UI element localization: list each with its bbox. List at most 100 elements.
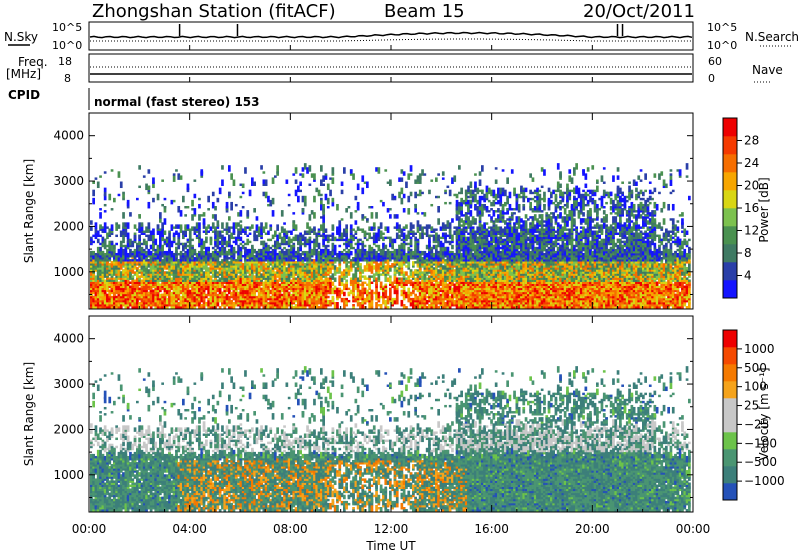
power-cell <box>209 281 213 287</box>
power-cell <box>113 299 116 303</box>
power-cell <box>179 210 183 217</box>
power-cell <box>138 281 141 284</box>
power-cell <box>448 222 452 229</box>
power-cell <box>216 197 220 203</box>
power-cell <box>260 240 263 246</box>
power-cell <box>142 175 146 178</box>
power-cell <box>110 301 114 305</box>
power-cell <box>478 206 482 211</box>
power-cell <box>455 199 459 207</box>
power-cell <box>211 285 215 289</box>
power-cell <box>317 299 321 305</box>
power-cell <box>230 261 233 264</box>
power-cell <box>209 238 213 246</box>
power-cell <box>462 246 466 254</box>
power-cell <box>142 285 146 289</box>
power-cell <box>391 193 394 201</box>
power-cell <box>241 273 245 276</box>
power-cell <box>124 289 128 295</box>
power-cell <box>188 261 192 264</box>
power-cell <box>159 230 162 235</box>
power-cell <box>271 277 275 280</box>
power-cell <box>239 210 243 217</box>
power-cell <box>368 206 371 209</box>
power-cell <box>205 277 208 280</box>
power-cell <box>92 269 95 272</box>
power-cell <box>308 183 312 186</box>
power-cell <box>92 295 95 299</box>
power-cell <box>177 279 181 282</box>
power-cell <box>154 250 158 254</box>
power-cell <box>285 179 289 184</box>
power-cell <box>106 226 109 229</box>
power-cell <box>225 277 229 282</box>
power-cell <box>234 295 238 299</box>
power-cell <box>223 257 227 260</box>
power-cell <box>96 181 100 189</box>
power-cell <box>253 248 256 254</box>
power-cell <box>428 224 431 229</box>
power-cell <box>370 246 374 252</box>
power-cell <box>464 201 468 205</box>
power-cell <box>416 212 420 215</box>
power-cell <box>145 277 148 280</box>
power-cell <box>345 208 348 213</box>
power-cell <box>221 222 224 229</box>
power-cell <box>407 242 411 246</box>
power-cell <box>338 220 342 225</box>
power-cell <box>299 238 302 246</box>
power-cell <box>165 255 169 262</box>
power-cell <box>343 167 346 174</box>
power-cell <box>230 285 233 289</box>
power-cell <box>110 277 114 280</box>
power-cell <box>191 238 194 242</box>
power-cell <box>421 226 424 233</box>
power-cell <box>356 261 360 266</box>
power-cell <box>232 295 236 299</box>
power-cell <box>165 271 169 274</box>
power-cell <box>267 230 270 235</box>
power-cell <box>198 275 201 278</box>
power-cell <box>375 277 378 280</box>
power-cell <box>186 183 190 191</box>
power-cell <box>94 232 98 240</box>
power-cell <box>237 275 240 280</box>
power-cell <box>149 295 153 299</box>
power-cell <box>313 265 316 268</box>
power-cell <box>432 234 436 242</box>
power-cell <box>131 242 135 248</box>
power-cell <box>382 287 385 291</box>
power-cell <box>271 177 275 184</box>
power-cell <box>287 193 291 197</box>
power-cell <box>274 273 277 280</box>
power-cell <box>138 275 141 278</box>
power-cell <box>191 214 194 221</box>
power-cell <box>122 269 125 274</box>
power-cell <box>444 259 447 262</box>
power-cell <box>223 299 227 305</box>
power-cell <box>409 238 413 246</box>
power-cell <box>99 212 102 219</box>
power-cell <box>262 191 266 197</box>
power-cell <box>301 257 305 260</box>
power-cell <box>101 295 105 301</box>
power-cell <box>451 293 454 299</box>
power-cell <box>110 295 114 299</box>
power-cell <box>359 248 362 256</box>
power-cell <box>320 165 323 172</box>
power-cell <box>237 222 240 227</box>
power-cell <box>207 297 210 301</box>
power-cell <box>188 242 192 250</box>
power-cell <box>400 242 404 250</box>
power-cell <box>246 234 250 238</box>
power-cell <box>412 271 415 278</box>
power-cell <box>322 216 325 223</box>
power-cell <box>191 271 194 274</box>
power-cell <box>94 255 98 258</box>
power-cell <box>140 287 144 295</box>
power-cell <box>297 195 300 203</box>
power-cell <box>425 252 429 256</box>
power-cell <box>161 228 164 231</box>
power-cell <box>407 230 411 238</box>
power-cell <box>363 230 367 238</box>
